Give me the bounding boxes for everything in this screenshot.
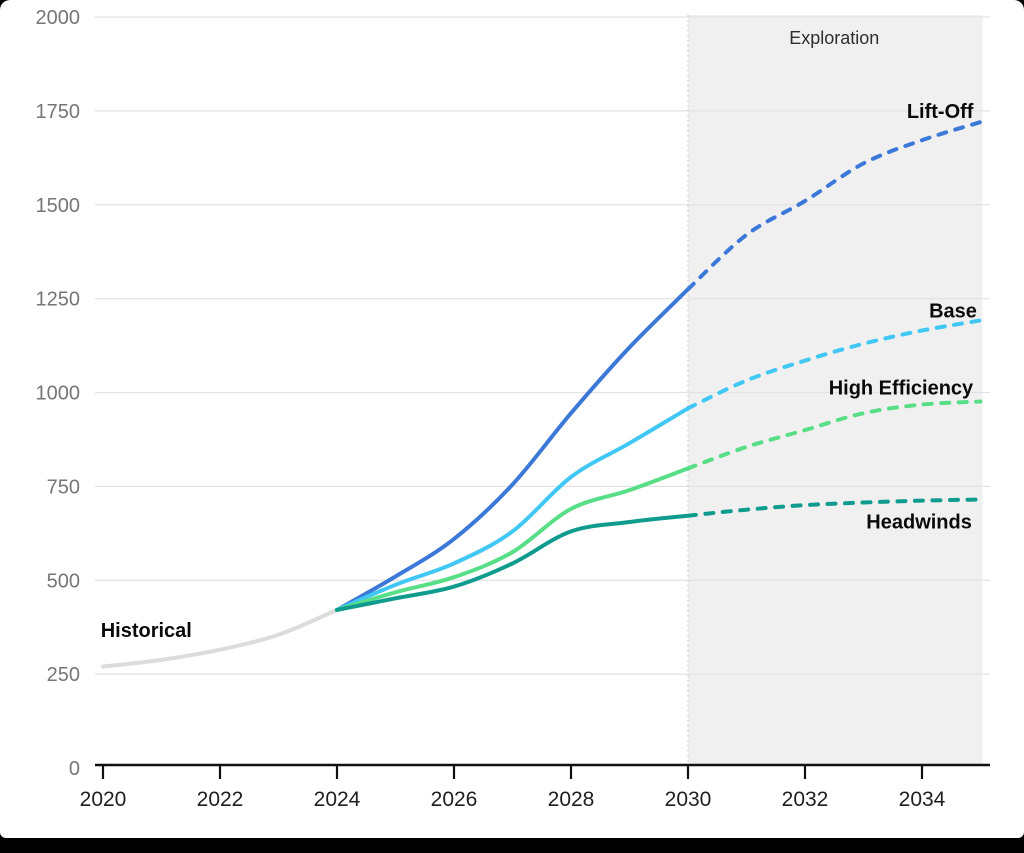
series-line-historical xyxy=(101,607,339,669)
series-label-lift-off: Lift-Off xyxy=(907,101,974,123)
series-line-dashed-headwinds xyxy=(686,497,983,518)
x-tick-label-2022: 2022 xyxy=(197,788,244,811)
y-tick-label-1750: 1750 xyxy=(36,101,81,123)
y-tick-label-500: 500 xyxy=(47,570,80,592)
x-tick-label-2030: 2030 xyxy=(665,788,712,811)
y-tick-label-2000: 2000 xyxy=(36,7,81,29)
x-tick-label-2026: 2026 xyxy=(431,788,478,811)
series-line-dashed-base xyxy=(686,318,983,411)
series-label-headwinds: Headwinds xyxy=(866,511,972,533)
x-tick-label-2032: 2032 xyxy=(782,788,829,811)
y-tick-label-750: 750 xyxy=(47,476,80,498)
series-label-historical: Historical xyxy=(101,620,192,642)
exploration-region-label: Exploration xyxy=(789,28,879,48)
y-tick-label-1500: 1500 xyxy=(36,195,81,217)
series-line-solid-headwinds xyxy=(335,513,690,612)
x-tick-label-2028: 2028 xyxy=(548,788,595,811)
series-label-base: Base xyxy=(929,301,977,323)
y-tick-label-1250: 1250 xyxy=(36,289,81,311)
series-line-solid-base xyxy=(335,406,690,612)
y-tick-label-0: 0 xyxy=(69,758,80,780)
series-line-dashed-high-efficiency xyxy=(686,399,983,471)
exploration-region xyxy=(688,15,983,765)
series-line-solid-high-efficiency xyxy=(335,466,690,612)
x-tick-label-2034: 2034 xyxy=(899,788,946,811)
x-tick-label-2024: 2024 xyxy=(314,788,361,811)
y-tick-label-1000: 1000 xyxy=(36,383,81,405)
series-line-solid-lift-off xyxy=(335,287,690,612)
x-tick-label-2020: 2020 xyxy=(80,788,127,811)
series-line-dashed-lift-off xyxy=(686,120,983,292)
y-tick-label-250: 250 xyxy=(47,664,80,686)
series-label-high-efficiency: High Efficiency xyxy=(829,378,974,400)
